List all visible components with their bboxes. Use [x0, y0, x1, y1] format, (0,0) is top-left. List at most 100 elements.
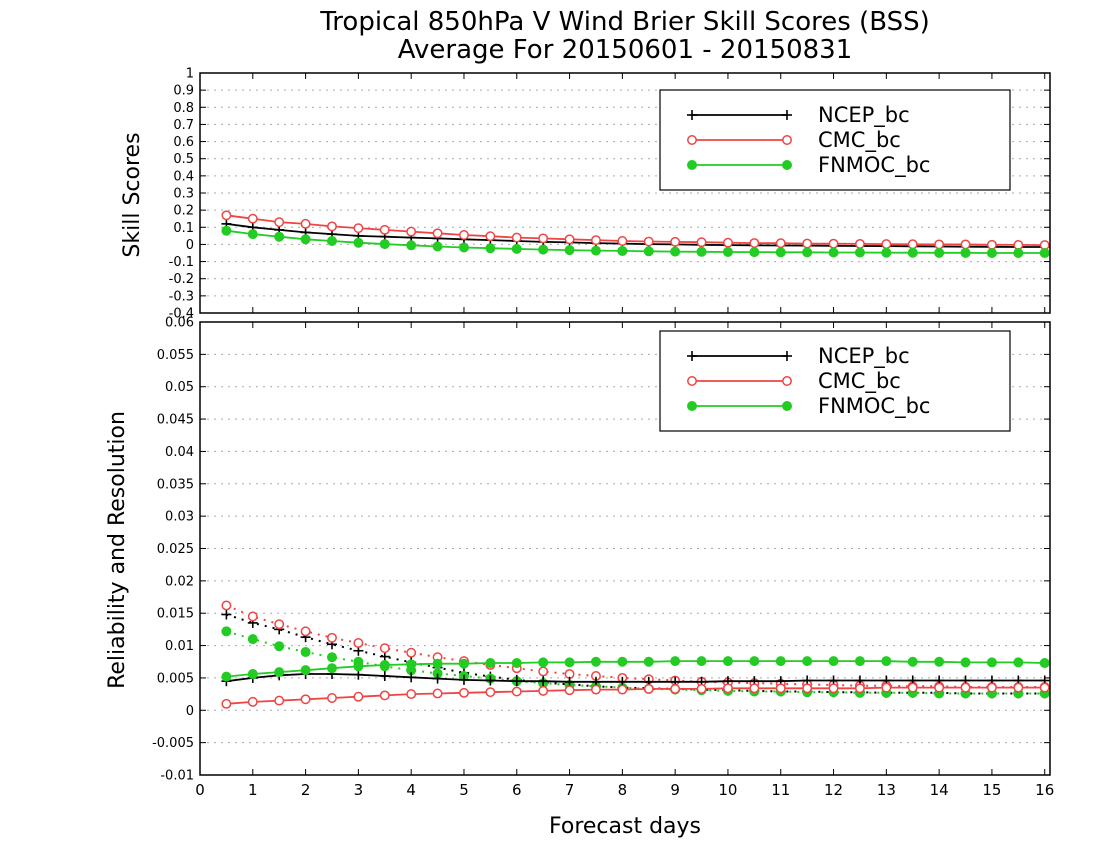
data-point [379, 690, 390, 701]
data-point [300, 626, 311, 637]
legend-marker [687, 160, 697, 170]
data-point [432, 241, 443, 252]
data-point [617, 236, 628, 246]
x-tick-label: 0 [195, 781, 205, 799]
data-point [881, 656, 892, 667]
data-point [353, 638, 364, 648]
y-tick-label: 0.1 [173, 221, 194, 236]
x-tick-label: 16 [1035, 781, 1054, 799]
data-point [617, 656, 628, 667]
legend-entry-NCEP_bc: NCEP_bc [818, 344, 910, 369]
x-tick-label: 11 [771, 781, 790, 799]
plot-frame [199, 72, 1051, 314]
y-tick-label: -0.01 [160, 769, 194, 784]
y-tick-label: -0.2 [169, 272, 194, 287]
data-point [617, 245, 628, 256]
data-point [907, 247, 918, 258]
legend-entry-FNMOC_bc: FNMOC_bc [818, 153, 930, 178]
legend-entry-FNMOC_bc: FNMOC_bc [818, 394, 930, 419]
y-tick-label: 0.005 [157, 671, 194, 686]
y-tick-label: -0.4 [169, 307, 194, 322]
data-point [854, 247, 865, 258]
x-tick-label: 2 [301, 781, 311, 799]
data-point [247, 213, 258, 224]
data-point [1013, 239, 1024, 250]
data-point [1013, 682, 1024, 693]
data-point [406, 672, 417, 683]
data-point [564, 234, 575, 245]
data-point [643, 656, 654, 667]
y-tick-label: 0.6 [173, 135, 194, 150]
data-point [617, 684, 628, 695]
legend-marker [687, 110, 697, 120]
data-point [300, 694, 311, 705]
data-point [722, 246, 733, 257]
data-point [300, 218, 311, 229]
data-point [538, 666, 549, 677]
data-point [802, 247, 813, 258]
y-tick-label: 0.05 [165, 380, 194, 395]
y-tick-label: 0.8 [173, 101, 194, 116]
y-tick-label: 0 [186, 238, 194, 253]
data-point [749, 656, 760, 667]
data-point [775, 683, 786, 694]
data-point [696, 656, 707, 667]
data-point [828, 656, 839, 667]
data-point [881, 682, 892, 693]
data-point [247, 634, 258, 645]
data-point [591, 684, 601, 695]
data-point [854, 238, 865, 249]
x-tick-label: 15 [982, 781, 1001, 799]
data-point [696, 683, 707, 694]
data-point [327, 693, 337, 703]
x-tick-label: 5 [459, 781, 469, 799]
data-point [353, 691, 364, 702]
data-point [1039, 682, 1050, 693]
data-point [274, 217, 285, 228]
data-point [379, 224, 390, 235]
data-point [696, 237, 707, 248]
data-point [406, 689, 417, 700]
legend-marker [782, 110, 792, 120]
data-point [802, 656, 813, 667]
y-tick-label: 0.03 [165, 510, 194, 525]
data-point [432, 658, 443, 669]
x-tick-label: 6 [512, 781, 522, 799]
data-point [485, 658, 496, 669]
data-point [854, 656, 865, 667]
y-tick-label: 0.01 [165, 639, 194, 654]
data-point [564, 685, 575, 696]
data-point [828, 683, 839, 694]
data-point [538, 676, 549, 687]
data-point [643, 236, 654, 247]
y-tick-label: 0.7 [173, 118, 194, 133]
data-point [485, 687, 496, 698]
series-CMC_bc-reliability [221, 600, 1050, 692]
x-tick-label: 1 [248, 781, 258, 799]
series-NCEP_bc [221, 218, 1050, 252]
x-tick-label: 4 [406, 781, 416, 799]
data-point [274, 667, 285, 678]
data-point [802, 238, 813, 249]
data-point [485, 675, 496, 686]
data-point [907, 239, 918, 250]
y-tick-label: 0.025 [157, 542, 194, 557]
data-point [247, 611, 258, 622]
data-point [538, 685, 549, 696]
data-point [274, 641, 285, 652]
data-point [300, 647, 311, 658]
data-point [274, 231, 285, 242]
data-point [406, 659, 417, 670]
data-point [775, 238, 786, 249]
data-point [511, 676, 522, 687]
data-point [458, 242, 469, 253]
y-tick-label: 0.3 [173, 187, 194, 202]
y-tick-label: 0.4 [173, 169, 194, 184]
data-point [934, 239, 945, 250]
data-point [221, 698, 232, 709]
data-point [327, 632, 337, 643]
x-tick-label: 13 [877, 781, 896, 799]
chart-title: Tropical 850hPa V Wind Brier Skill Score… [319, 7, 930, 37]
x-tick-label: 7 [565, 781, 575, 799]
